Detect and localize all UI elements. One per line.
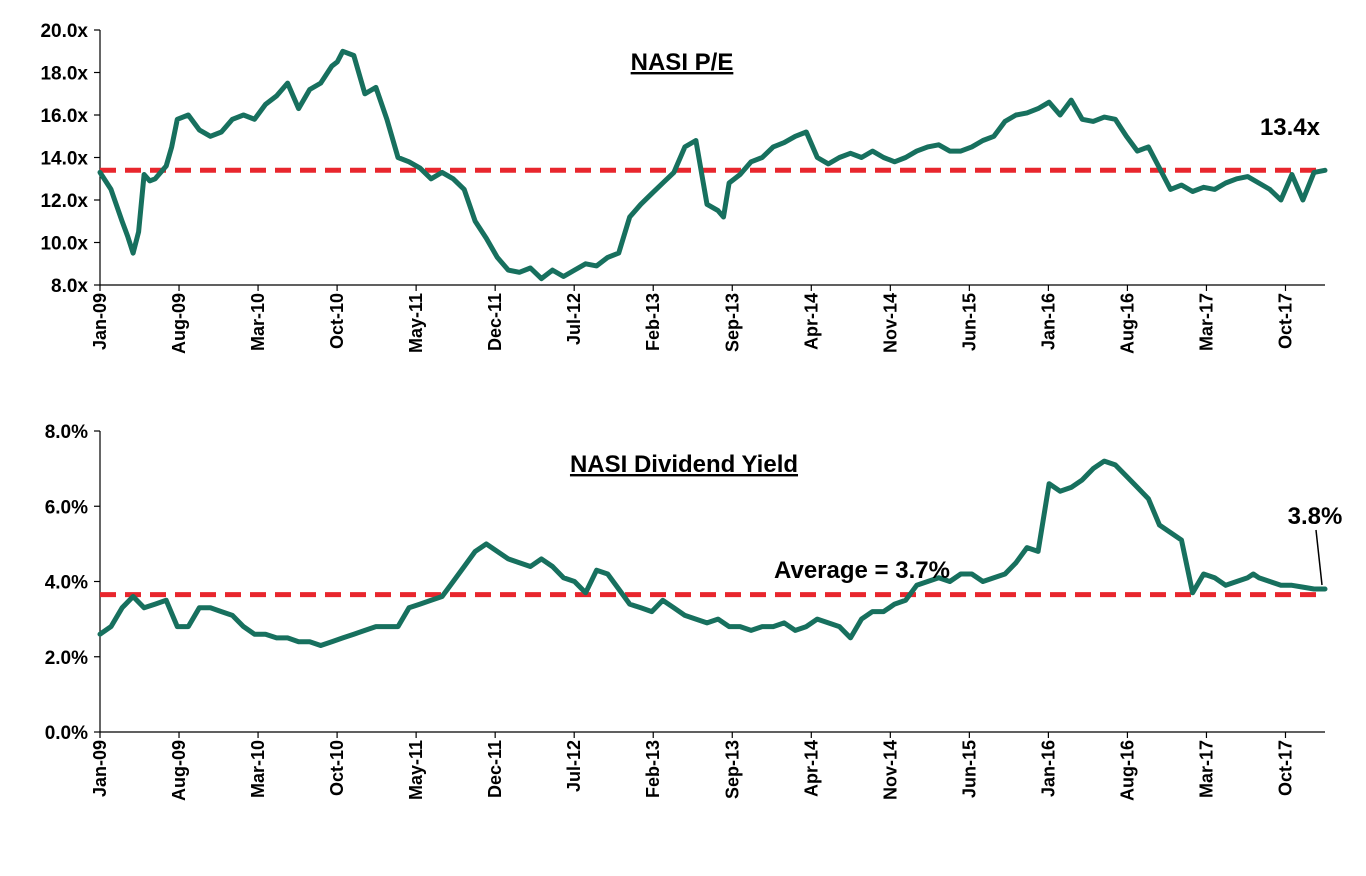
yield-x-tick-label: Jun-15 [959, 740, 979, 798]
yield-x-ticks: Jan-09 Aug-09 Mar-10 Oct-10 May-11 Dec-11 Jul-… [90, 732, 1295, 801]
pe-y-tick-label: 10.0x [40, 234, 88, 255]
yield-y-ticks: 0.0% 2.0% 4.0% 6.0% 8.0% [45, 422, 100, 744]
yield-average-label: Average = 3.7% [774, 557, 950, 584]
pe-y-ticks: 8.0x 10.0x 12.0x 14.0x 16.0x 18.0x 20.0x [40, 21, 100, 297]
pe-x-tick-label: Jan-09 [90, 293, 110, 350]
yield-x-tick-label: Feb-13 [643, 740, 663, 798]
pe-x-tick-label: Jun-15 [959, 293, 979, 351]
pe-chart: NASI P/E 8.0x 10.0x 12.0x 14.0x 16.0x 18.0x 20… [40, 21, 1328, 354]
yield-y-tick-label: 0.0% [45, 723, 88, 744]
pe-y-tick-label: 8.0x [51, 276, 88, 297]
yield-x-tick-label: Dec-11 [485, 740, 505, 798]
pe-x-tick-label: Feb-13 [643, 293, 663, 351]
pe-x-tick-label: Apr-14 [801, 293, 821, 350]
yield-y-tick-label: 2.0% [45, 648, 88, 669]
yield-series-line [97, 458, 1328, 648]
yield-x-tick-label: Mar-10 [248, 740, 268, 798]
pe-y-tick-label: 18.0x [40, 64, 88, 85]
yield-y-tick-label: 6.0% [45, 497, 88, 518]
pe-x-tick-label: Oct-17 [1275, 293, 1295, 349]
yield-chart: NASI Dividend Yield 0.0% 2.0% 4.0% 6.0% 8.0%… [45, 422, 1343, 801]
pe-x-tick-label: Jul-12 [564, 293, 584, 345]
pe-y-tick-label: 14.0x [40, 149, 88, 170]
yield-x-tick-label: Aug-16 [1117, 740, 1137, 801]
pe-chart-title: NASI P/E [631, 49, 734, 76]
yield-x-tick-label: Jan-16 [1038, 740, 1058, 797]
pe-x-tick-label: May-11 [406, 293, 426, 353]
yield-x-tick-label: Oct-10 [327, 740, 347, 796]
yield-x-tick-label: Sep-13 [722, 740, 742, 799]
yield-latest-label: 3.8% [1288, 503, 1343, 530]
pe-x-tick-label: Sep-13 [722, 293, 742, 352]
pe-x-tick-label: Jan-16 [1038, 293, 1058, 350]
pe-series-line [97, 48, 1328, 282]
pe-x-tick-label: Nov-14 [880, 293, 900, 353]
pe-y-tick-label: 16.0x [40, 106, 88, 127]
yield-x-tick-label: Aug-09 [169, 740, 189, 801]
pe-x-ticks: Jan-09 Aug-09 Mar-10 Oct-10 May-11 Dec-11 Jul-… [90, 285, 1295, 354]
pe-x-tick-label: Mar-10 [248, 293, 268, 351]
pe-x-tick-label: Mar-17 [1196, 293, 1216, 351]
pe-x-tick-label: Oct-10 [327, 293, 347, 349]
yield-chart-title: NASI Dividend Yield [570, 451, 798, 478]
yield-x-tick-label: May-11 [406, 740, 426, 800]
yield-x-tick-label: Jan-09 [90, 740, 110, 797]
yield-y-tick-label: 4.0% [45, 573, 88, 594]
pe-x-tick-label: Aug-09 [169, 293, 189, 354]
yield-y-tick-label: 8.0% [45, 422, 88, 443]
pe-y-tick-label: 12.0x [40, 191, 88, 212]
pe-y-tick-label: 20.0x [40, 21, 88, 42]
yield-x-tick-label: Nov-14 [880, 740, 900, 800]
yield-x-tick-label: Oct-17 [1275, 740, 1295, 796]
yield-x-tick-label: Mar-17 [1196, 740, 1216, 798]
yield-latest-leader [1315, 529, 1323, 586]
pe-x-tick-label: Aug-16 [1117, 293, 1137, 354]
pe-latest-label: 13.4x [1260, 114, 1321, 141]
pe-x-tick-label: Dec-11 [485, 293, 505, 351]
yield-x-tick-label: Jul-12 [564, 740, 584, 792]
yield-x-tick-label: Apr-14 [801, 740, 821, 797]
